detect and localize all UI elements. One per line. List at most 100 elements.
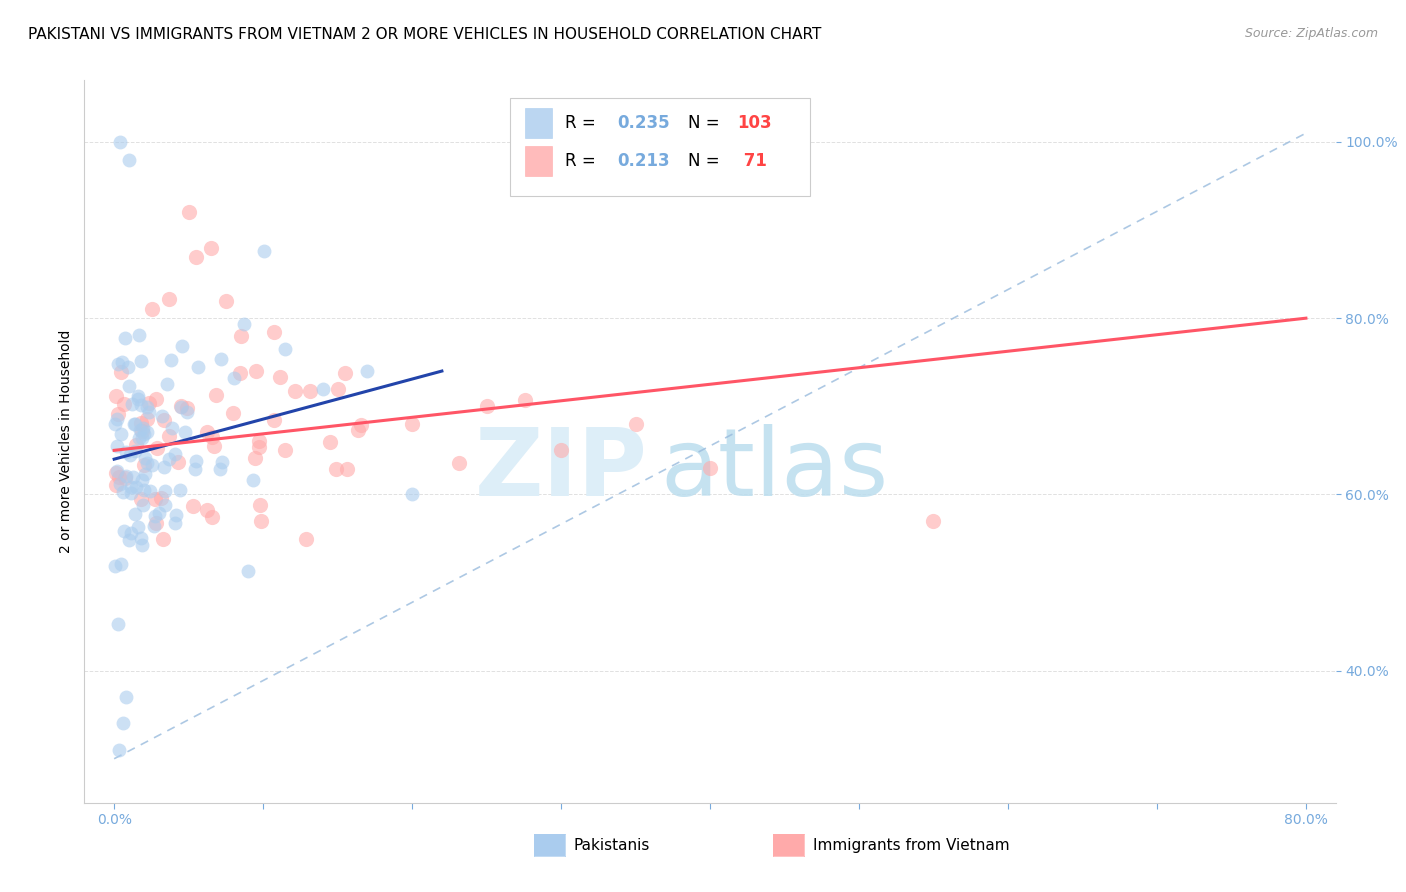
Point: [104, 558, 127, 573]
Point: [105, 477, 128, 491]
Point: [150, 409, 173, 424]
Point: [105, 389, 128, 403]
Point: [120, 485, 142, 500]
Point: [449, 456, 471, 470]
Text: 0.235: 0.235: [617, 114, 671, 132]
Point: [138, 483, 160, 498]
Point: [128, 327, 150, 342]
Point: [170, 339, 193, 353]
Point: [131, 473, 153, 487]
Point: [163, 516, 186, 530]
Point: [165, 508, 187, 523]
Point: [117, 533, 139, 547]
Point: [201, 430, 224, 444]
Point: [209, 352, 232, 367]
Bar: [524, 108, 553, 138]
Point: [550, 443, 572, 458]
Point: [124, 480, 146, 494]
Point: [134, 467, 156, 481]
Point: [115, 468, 138, 483]
Point: [401, 417, 423, 431]
Point: [110, 557, 132, 571]
Point: [134, 458, 156, 472]
Point: [401, 487, 423, 501]
Point: [242, 473, 264, 487]
Text: PAKISTANI VS IMMIGRANTS FROM VIETNAM 2 OR MORE VEHICLES IN HOUSEHOLD CORRELATION: PAKISTANI VS IMMIGRANTS FROM VIETNAM 2 O…: [28, 27, 821, 42]
Point: [174, 425, 197, 439]
Point: [120, 480, 142, 494]
Point: [112, 484, 135, 499]
Point: [146, 441, 169, 455]
Point: [111, 354, 134, 368]
Point: [129, 354, 152, 368]
Point: [107, 357, 129, 371]
Point: [132, 483, 155, 498]
Point: [107, 407, 129, 421]
Point: [183, 499, 205, 513]
Point: [114, 471, 136, 485]
Text: ZIP: ZIP: [475, 425, 648, 516]
Point: [136, 401, 159, 415]
Point: [120, 525, 142, 540]
Point: [200, 241, 222, 255]
Point: [269, 369, 291, 384]
Point: [120, 448, 142, 462]
Point: [152, 460, 174, 475]
Point: [263, 325, 285, 339]
Point: [155, 498, 177, 512]
Point: [152, 532, 174, 546]
Point: [127, 389, 149, 403]
Point: [145, 392, 167, 407]
Text: R =: R =: [565, 153, 600, 170]
Text: 103: 103: [738, 114, 772, 132]
Point: [122, 470, 145, 484]
Point: [184, 250, 207, 264]
Point: [115, 690, 138, 704]
Text: Pakistanis: Pakistanis: [574, 838, 650, 853]
Point: [350, 418, 373, 433]
Point: [160, 421, 183, 435]
Point: [112, 397, 135, 411]
Y-axis label: 2 or more Vehicles in Household: 2 or more Vehicles in Household: [59, 330, 73, 553]
Point: [249, 498, 271, 512]
Text: N =: N =: [688, 153, 724, 170]
Point: [163, 447, 186, 461]
Point: [699, 461, 721, 475]
Point: [236, 564, 259, 578]
Point: [143, 491, 166, 506]
Point: [136, 456, 159, 470]
Point: [110, 427, 132, 442]
Point: [312, 382, 335, 396]
Point: [124, 507, 146, 521]
Point: [335, 367, 357, 381]
Point: [110, 477, 132, 491]
Text: atlas: atlas: [659, 425, 889, 516]
Text: N =: N =: [688, 114, 724, 132]
Point: [295, 532, 318, 546]
Point: [117, 359, 139, 374]
Text: R =: R =: [565, 114, 600, 132]
Bar: [524, 146, 553, 177]
Point: [160, 353, 183, 368]
FancyBboxPatch shape: [510, 98, 810, 196]
Point: [141, 458, 163, 473]
Point: [169, 399, 191, 413]
Point: [922, 514, 945, 528]
Point: [245, 451, 267, 466]
Text: Source: ZipAtlas.com: Source: ZipAtlas.com: [1244, 27, 1378, 40]
Point: [253, 244, 276, 259]
Point: [127, 392, 149, 407]
Point: [156, 376, 179, 391]
Point: [143, 518, 166, 533]
Point: [108, 470, 131, 484]
Point: [138, 396, 160, 410]
Point: [513, 392, 536, 407]
Point: [118, 153, 141, 167]
Point: [105, 439, 128, 453]
Point: [195, 503, 218, 517]
Point: [150, 491, 173, 505]
Point: [336, 462, 359, 476]
Point: [273, 342, 295, 356]
Point: [125, 438, 148, 452]
Point: [247, 434, 270, 448]
